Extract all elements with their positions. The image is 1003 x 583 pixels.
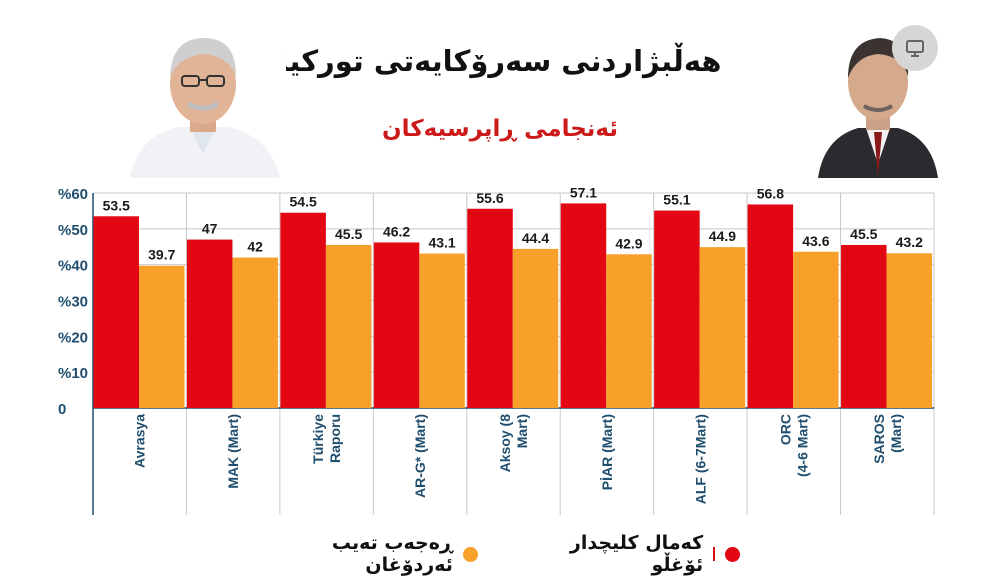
y-tick-label: %20	[58, 329, 88, 346]
y-tick-label: %30	[58, 294, 88, 311]
bar	[373, 242, 420, 408]
category-label: AR-G* (Mart)	[412, 414, 428, 498]
data-label: 44.9	[709, 228, 736, 244]
data-label: 45.5	[335, 226, 362, 242]
bar	[841, 244, 887, 408]
category-label: Avrasya	[132, 414, 148, 468]
bar	[699, 247, 746, 408]
data-label: 44.4	[522, 230, 549, 246]
y-tick-label: %60	[58, 186, 88, 203]
data-label: 46.2	[383, 223, 410, 239]
bar	[186, 239, 233, 408]
data-label: 57.1	[570, 184, 597, 200]
data-label: 47	[202, 221, 218, 237]
data-label: 45.5	[850, 226, 877, 242]
bar	[325, 244, 372, 408]
category-label: Raporu	[327, 414, 343, 463]
bar	[886, 253, 933, 408]
bar	[280, 212, 326, 408]
legend-swatch-orange	[462, 546, 478, 562]
bar	[232, 257, 278, 408]
data-label: 53.5	[103, 197, 130, 213]
bar	[793, 251, 839, 408]
data-label: 43.6	[802, 233, 829, 249]
data-label: 42	[247, 239, 263, 255]
legend-label-series-a: ڕەجەب تەیب ئەردۆغان	[331, 532, 453, 576]
legend-label-series-b: کەمال کلیچدار ئۆغڵو	[569, 532, 704, 576]
y-tick-label: %50	[58, 222, 88, 239]
category-label: Türkiye	[310, 414, 326, 464]
chart-title: هەڵبژاردنی سەرۆکایەتی تورکیا	[278, 44, 722, 78]
data-label: 55.6	[476, 190, 503, 206]
data-label: 42.9	[615, 235, 642, 251]
bar	[654, 210, 700, 408]
bar	[139, 265, 185, 408]
data-label: 56.8	[757, 185, 784, 201]
bar	[512, 248, 559, 408]
chart-legend: کەمال کلیچدار ئۆغڵو ڕەجەب تەیب ئەردۆغان	[240, 532, 740, 576]
y-tick-label: %40	[58, 258, 88, 275]
data-label: 43.2	[896, 234, 923, 250]
bar	[419, 253, 465, 408]
category-label: Aksoy (8	[497, 414, 513, 473]
chart-subtitle: ئەنجامی ڕاپرسیەکان	[381, 116, 619, 142]
bar	[93, 216, 139, 408]
y-tick-label: %10	[58, 365, 88, 382]
category-label: (Mart)	[888, 414, 904, 453]
bar	[560, 203, 607, 408]
category-label: ORC	[777, 414, 793, 445]
category-label: SAROS	[871, 414, 887, 464]
data-label: 43.1	[428, 235, 455, 251]
category-label: MAK (Mart)	[225, 414, 241, 489]
bar	[747, 204, 794, 408]
category-label: ALF (6-7Mart)	[692, 414, 708, 504]
legend-swatch-red	[725, 546, 740, 562]
category-label: (4-6 Mart)	[794, 414, 810, 477]
data-label: 54.5	[290, 194, 317, 210]
y-tick-label: 0	[58, 401, 66, 418]
category-label: Mart)	[514, 414, 530, 448]
data-label: 39.7	[148, 247, 175, 263]
bar	[606, 254, 652, 408]
kilicdaroglu-portrait	[120, 32, 286, 178]
data-label: 55.1	[663, 192, 690, 208]
category-label: PİAR (Mart)	[599, 414, 615, 490]
legend-separator	[713, 547, 716, 561]
bar	[467, 208, 513, 408]
presentation-icon	[906, 40, 924, 57]
presentation-badge[interactable]	[892, 25, 938, 71]
